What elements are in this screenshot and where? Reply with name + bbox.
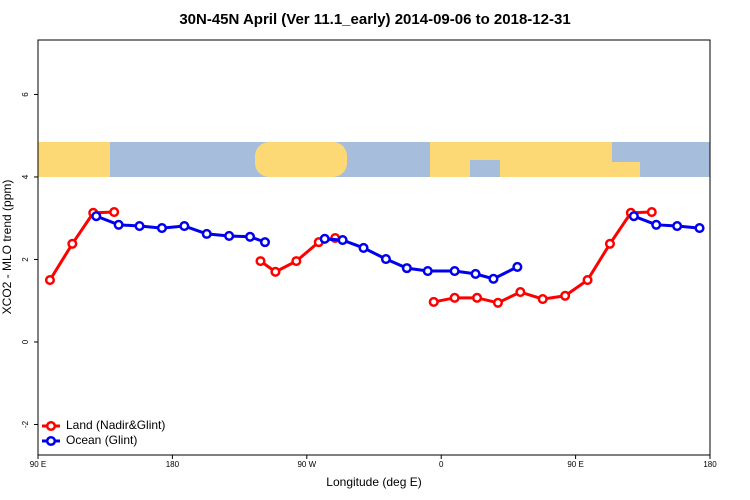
point [470, 268, 481, 279]
chart-title: 30N-45N April (Ver 11.1_early) 2014-09-0… [179, 11, 570, 28]
map-band [38, 142, 710, 177]
point [488, 273, 499, 284]
legend-label: Land (Nadir&Glint) [66, 418, 165, 432]
legend-marker [45, 435, 57, 447]
point [259, 237, 271, 248]
point [646, 206, 657, 218]
point [422, 265, 433, 277]
point [604, 238, 615, 249]
x-tick-label: 90 E [567, 460, 583, 469]
y-tick-label: -2 [21, 420, 30, 428]
point [109, 206, 120, 218]
point [628, 211, 639, 222]
x-tick-label: 90 E [30, 460, 46, 469]
point [401, 263, 412, 274]
point [134, 220, 145, 232]
point [255, 256, 266, 267]
x-tick-label: 0 [439, 460, 444, 469]
y-axis-label: XCO2 - MLO trend (ppm) [0, 180, 14, 315]
point [471, 292, 483, 303]
point [224, 230, 235, 241]
plot-frame [37, 39, 711, 456]
x-tick-label: 180 [166, 460, 180, 469]
y-tick-label: 4 [21, 174, 30, 179]
point [156, 223, 167, 234]
x-axis-label: Longitude (deg E) [326, 475, 421, 489]
point [672, 220, 683, 232]
point [67, 238, 78, 249]
point [270, 266, 281, 277]
point [337, 235, 348, 246]
point [515, 287, 526, 298]
point [91, 211, 102, 222]
y-tick-label: 6 [21, 92, 30, 97]
point [694, 223, 705, 234]
point [560, 290, 571, 301]
point [245, 231, 256, 242]
legend-label: Ocean (Glint) [66, 433, 137, 447]
point [512, 261, 523, 272]
point [651, 219, 662, 230]
point [492, 297, 503, 308]
point [380, 254, 391, 265]
point [113, 219, 124, 230]
point [319, 233, 330, 244]
x-tick-label: 90 W [297, 460, 316, 469]
point [44, 275, 55, 286]
point [449, 265, 460, 277]
point [179, 220, 190, 232]
y-tick-label: 2 [21, 257, 30, 262]
point [428, 296, 439, 308]
point [582, 275, 593, 286]
point [201, 228, 212, 239]
x-tick-label: 180 [703, 460, 717, 469]
legend-marker [45, 420, 57, 432]
point [291, 256, 302, 267]
point [537, 294, 548, 305]
point [358, 242, 369, 253]
y-tick-label: 0 [21, 339, 30, 344]
point [449, 292, 460, 303]
